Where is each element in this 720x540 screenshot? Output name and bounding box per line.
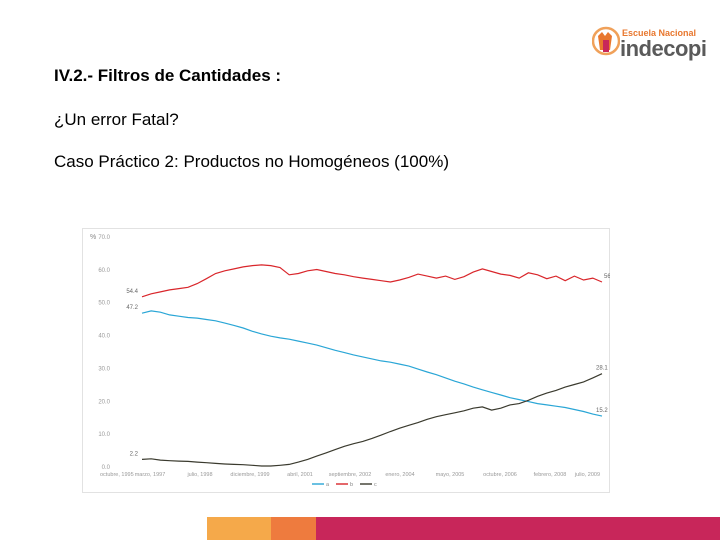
data-label: 47.2 [126, 305, 138, 311]
x-tick-label: mayo, 2005 [436, 472, 465, 478]
data-label: 15.2 [596, 408, 608, 414]
series-lines [141, 264, 603, 467]
line-chart: % 70.0 60.0 50.0 40.0 30.0 20.0 10.0 0.0 octubr… [82, 228, 610, 493]
x-tick-label: septiembre, 2002 [329, 472, 372, 478]
footer-color-bar [0, 517, 720, 540]
x-axis-ticks: octubre, 1995 marzo, 1997 julio, 1998 dicie… [100, 472, 600, 478]
x-tick-label: abril, 2001 [287, 472, 313, 478]
y-axis-unit-label: % [90, 234, 96, 241]
y-tick-label: 20.0 [98, 399, 110, 405]
slide-title: IV.2.- Filtros de Cantidades : [54, 66, 282, 85]
series-line-c [141, 373, 603, 467]
x-tick-label: enero, 2004 [385, 472, 414, 478]
chart-annotations: 54.4 47.2 2.2 56.0 28.1 15.2 [126, 274, 610, 457]
indecopi-logo: Escuela Nacional indecopi [588, 18, 707, 66]
data-label: 54.4 [126, 289, 138, 295]
slide-case-title: Caso Práctico 2: Productos no Homogéneos… [54, 152, 449, 171]
y-tick-label: 40.0 [98, 334, 110, 340]
y-tick-label: 60.0 [98, 268, 110, 274]
data-label: 56.0 [604, 274, 610, 280]
slide-question: ¿Un error Fatal? [54, 110, 179, 129]
x-tick-label: febrero, 2008 [534, 472, 567, 478]
legend-label: b [350, 482, 353, 488]
indecopi-logo-mark-icon [592, 26, 620, 56]
x-tick-label: julio, 2009 [574, 472, 600, 478]
y-tick-label: 70.0 [98, 235, 110, 241]
y-tick-label: 50.0 [98, 301, 110, 307]
x-tick-label: octubre, 1995 [100, 472, 134, 478]
series-line-b [141, 264, 603, 298]
y-axis-ticks: 70.0 60.0 50.0 40.0 30.0 20.0 10.0 0.0 [98, 235, 110, 471]
y-tick-label: 10.0 [98, 432, 110, 438]
logo-brand-text: indecopi [620, 36, 707, 61]
x-tick-label: julio, 1998 [186, 472, 212, 478]
footer-segment-orange [271, 517, 316, 540]
legend-label: c [374, 482, 377, 488]
data-label: 28.1 [596, 366, 608, 372]
x-tick-label: marzo, 1997 [135, 472, 166, 478]
footer-segment-magenta [316, 517, 720, 540]
chart-legend: a b c [312, 482, 377, 488]
logo-escuela-text: Escuela Nacional [622, 28, 697, 38]
legend-label: a [326, 482, 330, 488]
data-label: 2.2 [130, 451, 139, 457]
x-tick-label: octubre, 2006 [483, 472, 517, 478]
x-tick-label: diciembre, 1999 [230, 472, 269, 478]
y-tick-label: 30.0 [98, 366, 110, 372]
y-tick-label: 0.0 [102, 465, 111, 471]
line-chart-svg: % 70.0 60.0 50.0 40.0 30.0 20.0 10.0 0.0 octubr… [82, 228, 610, 493]
footer-segment-yellow [207, 517, 271, 540]
